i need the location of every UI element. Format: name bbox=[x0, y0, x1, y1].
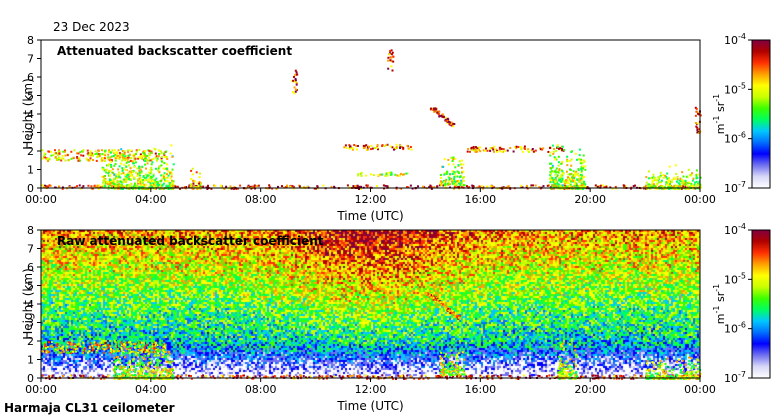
y-tick-label: 0 bbox=[27, 182, 34, 195]
y-tick-label: 2 bbox=[27, 335, 34, 348]
colorbar-1: 10-4 10-5 10-6 10-7 m-1 sr-1 bbox=[712, 32, 771, 195]
colorbar-unit-label: m-1 sr-1 bbox=[712, 94, 727, 134]
x-tick-label: 00:00 bbox=[684, 383, 716, 396]
panel-title: Raw attenuated backscatter coefficient bbox=[57, 234, 324, 248]
y-tick-label: 1 bbox=[27, 164, 34, 177]
y-axis-label: Height (km) bbox=[21, 268, 35, 339]
colorbar-unit-label: m-1 sr-1 bbox=[712, 284, 727, 324]
colorbar-scale bbox=[751, 229, 771, 379]
colorbar-tick-label: 10-4 bbox=[724, 222, 746, 237]
chart-panel-2: Raw attenuated backscatter coefficient 0 1… bbox=[21, 224, 716, 413]
x-tick-label: 00:00 bbox=[25, 193, 57, 206]
panel-title: Attenuated backscatter coefficient bbox=[57, 44, 292, 58]
colorbar-scale bbox=[751, 39, 771, 189]
y-tick-label: 5 bbox=[27, 90, 34, 103]
y-axis-label: Height (km) bbox=[21, 78, 35, 149]
x-axis-label: Time (UTC) bbox=[336, 399, 403, 413]
y-tick-label: 3 bbox=[27, 127, 34, 140]
x-tick-label: 16:00 bbox=[464, 383, 496, 396]
x-tick-label: 04:00 bbox=[135, 193, 167, 206]
colorbar-tick-label: 10-5 bbox=[724, 271, 746, 286]
y-tick-label: 4 bbox=[27, 108, 34, 121]
x-tick-label: 20:00 bbox=[574, 383, 606, 396]
colorbar-tick-label: 10-5 bbox=[724, 81, 746, 96]
x-tick-label: 12:00 bbox=[355, 383, 387, 396]
y-tick-label: 8 bbox=[27, 224, 34, 237]
x-axis-label: Time (UTC) bbox=[336, 209, 403, 223]
y-tick-label: 7 bbox=[27, 243, 34, 256]
x-tick-label: 08:00 bbox=[245, 193, 277, 206]
colorbar-tick-label: 10-4 bbox=[724, 32, 746, 47]
x-tick-label: 00:00 bbox=[25, 383, 57, 396]
colorbar-2: 10-4 10-5 10-6 10-7 m-1 sr-1 bbox=[712, 222, 771, 385]
y-tick-label: 0 bbox=[27, 372, 34, 385]
colorbar-tick-label: 10-7 bbox=[724, 370, 746, 385]
backscatter-features bbox=[41, 291, 702, 380]
x-tick-label: 04:00 bbox=[135, 383, 167, 396]
colorbar-tick-label: 10-7 bbox=[724, 180, 746, 195]
y-tick-label: 8 bbox=[27, 34, 34, 47]
x-tick-label: 16:00 bbox=[464, 193, 496, 206]
y-tick-label: 6 bbox=[27, 71, 34, 84]
y-tick-label: 7 bbox=[27, 53, 34, 66]
x-tick-label: 12:00 bbox=[355, 193, 387, 206]
y-tick-label: 5 bbox=[27, 280, 34, 293]
raw-noise-field bbox=[41, 230, 700, 378]
x-tick-label: 08:00 bbox=[245, 383, 277, 396]
colorbar-tick-label: 10-6 bbox=[724, 321, 746, 336]
y-tick-label: 6 bbox=[27, 261, 34, 274]
station-label: Harmaja CL31 ceilometer bbox=[4, 401, 175, 415]
colorbar-tick-label: 10-6 bbox=[724, 131, 746, 146]
y-tick-label: 4 bbox=[27, 298, 34, 311]
y-tick-label: 3 bbox=[27, 317, 34, 330]
x-tick-label: 00:00 bbox=[684, 193, 716, 206]
x-tick-label: 20:00 bbox=[574, 193, 606, 206]
y-tick-label: 1 bbox=[27, 354, 34, 367]
chart-panel-1: Attenuated backscatter coefficient 0 1 2 3 4 5… bbox=[21, 34, 716, 223]
y-tick-label: 2 bbox=[27, 145, 34, 158]
date-label: 23 Dec 2023 bbox=[53, 20, 130, 34]
